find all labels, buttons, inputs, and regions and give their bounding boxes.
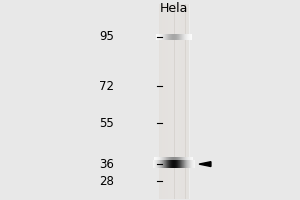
Bar: [176, 4, 178, 199]
Bar: [171, 4, 173, 199]
Text: 95: 95: [100, 30, 114, 43]
Bar: [189, 4, 190, 199]
Text: 55: 55: [100, 117, 114, 130]
Bar: [182, 4, 184, 199]
Text: 28: 28: [100, 175, 114, 188]
Bar: [159, 4, 189, 199]
Bar: [175, 4, 176, 199]
Bar: [178, 4, 179, 199]
Bar: [167, 4, 168, 199]
Text: Hela: Hela: [160, 2, 188, 15]
Bar: [170, 4, 171, 199]
Bar: [164, 4, 165, 199]
Polygon shape: [199, 162, 211, 167]
Text: 72: 72: [99, 80, 114, 93]
Bar: [165, 4, 167, 199]
Bar: [184, 4, 185, 199]
Bar: [159, 4, 160, 199]
Bar: [162, 4, 164, 199]
Text: 36: 36: [100, 158, 114, 171]
Bar: [179, 4, 181, 199]
Bar: [168, 4, 170, 199]
Bar: [160, 4, 162, 199]
Bar: [185, 4, 187, 199]
Bar: [173, 4, 175, 199]
Bar: [181, 4, 182, 199]
Bar: [187, 4, 189, 199]
